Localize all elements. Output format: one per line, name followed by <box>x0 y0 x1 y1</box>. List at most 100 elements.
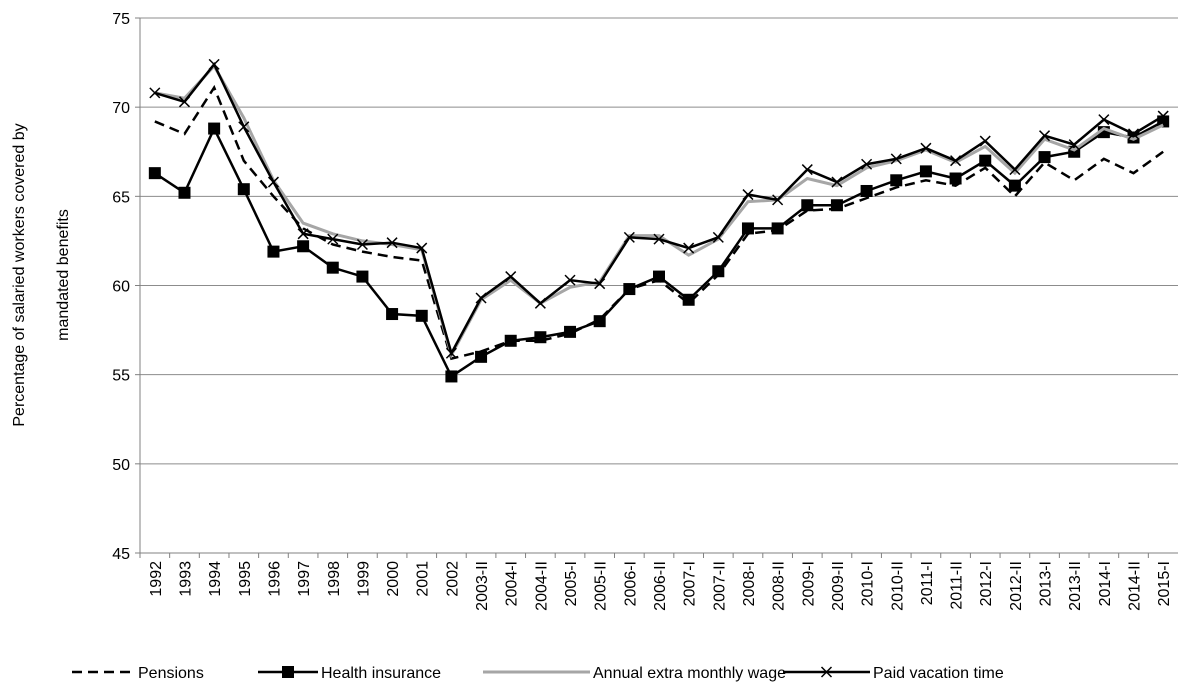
marker <box>830 199 843 212</box>
marker <box>623 283 636 296</box>
marker <box>386 237 398 249</box>
marker <box>282 666 294 678</box>
x-tick-label: 1995 <box>237 561 254 597</box>
marker <box>861 158 873 170</box>
marker <box>534 297 546 309</box>
x-tick-label: 2004-II <box>533 561 550 611</box>
marker <box>593 315 606 328</box>
x-tick-label: 1992 <box>148 561 165 597</box>
marker <box>1098 114 1110 126</box>
x-tick-label: 2011-II <box>949 561 966 610</box>
marker <box>534 331 547 344</box>
marker <box>860 184 873 197</box>
x-tick-label: 2007-I <box>682 561 699 606</box>
legend-label: Annual extra monthly wage <box>593 665 786 682</box>
legend-label: Health insurance <box>321 665 441 682</box>
legend-label: Pensions <box>138 665 204 682</box>
marker <box>1157 110 1169 122</box>
x-tick-label: 2010-I <box>860 561 877 606</box>
x-tick-label: 2002 <box>444 561 461 597</box>
marker <box>1008 179 1021 192</box>
x-tick-label: 2008-II <box>771 561 788 611</box>
x-tick-label: 2001 <box>415 561 432 597</box>
x-tick-label: 1994 <box>207 561 224 597</box>
marker <box>683 242 695 254</box>
marker <box>475 350 488 363</box>
marker <box>297 240 310 253</box>
marker <box>386 308 399 321</box>
x-tick-label: 1997 <box>296 561 313 597</box>
x-tick-label: 2003-II <box>474 561 491 611</box>
marker <box>949 172 962 185</box>
marker <box>820 666 833 678</box>
marker <box>1068 139 1080 151</box>
marker <box>445 347 457 359</box>
marker <box>1127 131 1140 144</box>
marker <box>979 135 991 147</box>
x-tick-label: 2000 <box>385 561 402 597</box>
x-tick-label: 2008-I <box>741 561 758 606</box>
x-tick-label: 1999 <box>355 561 372 597</box>
x-tick-label: 2006-II <box>652 561 669 611</box>
x-tick-label: 2005-I <box>563 561 580 606</box>
y-tick-label: 50 <box>112 457 130 474</box>
marker <box>919 165 932 178</box>
marker <box>326 261 339 274</box>
x-tick-label: 1998 <box>326 561 343 597</box>
y-axis-label: Percentage of salaried workers covered b… <box>11 123 28 426</box>
marker <box>208 58 220 70</box>
x-tick-label: 1996 <box>266 561 283 597</box>
y-tick-label: 45 <box>112 546 130 563</box>
marker <box>772 194 784 206</box>
series-line <box>154 62 1164 357</box>
marker <box>594 278 606 290</box>
marker <box>1038 151 1051 164</box>
marker <box>327 233 339 245</box>
x-tick-label: 2010-II <box>889 561 906 611</box>
marker <box>445 370 458 383</box>
marker <box>178 186 191 199</box>
marker <box>475 292 487 304</box>
marker <box>801 164 813 176</box>
x-tick-label: 2014-I <box>1097 561 1114 606</box>
y-axis-label: mandated benefits <box>55 209 72 341</box>
x-tick-label: 2013-I <box>1038 561 1055 606</box>
y-tick-label: 70 <box>112 100 130 117</box>
marker <box>505 271 517 283</box>
marker <box>238 121 250 133</box>
marker <box>267 245 280 258</box>
marker <box>564 274 576 286</box>
marker <box>297 228 309 240</box>
x-tick-label: 2009-I <box>800 561 817 606</box>
x-tick-label: 2005-II <box>593 561 610 611</box>
x-tick-label: 2009-II <box>830 561 847 611</box>
marker <box>890 153 902 165</box>
marker <box>712 265 725 278</box>
marker <box>653 270 665 283</box>
marker <box>623 231 635 243</box>
x-tick-label: 2006-I <box>622 561 639 606</box>
marker <box>771 222 784 235</box>
marker <box>148 167 161 180</box>
marker <box>178 96 191 108</box>
marker <box>890 174 903 187</box>
marker <box>712 231 724 243</box>
marker <box>742 189 754 201</box>
marker <box>831 176 843 188</box>
legend-label: Paid vacation time <box>873 665 1004 682</box>
marker <box>1127 128 1140 140</box>
marker <box>149 87 161 99</box>
marker <box>1009 164 1021 176</box>
marker <box>950 155 962 167</box>
marker <box>416 242 428 254</box>
marker <box>356 238 368 251</box>
marker <box>682 293 695 306</box>
marker <box>208 122 221 135</box>
x-tick-label: 2011-I <box>919 561 936 605</box>
x-tick-label: 2015-I <box>1156 561 1173 606</box>
y-tick-label: 75 <box>112 11 130 28</box>
x-tick-label: 2013-II <box>1067 561 1084 611</box>
marker <box>920 142 932 154</box>
marker <box>564 325 577 338</box>
